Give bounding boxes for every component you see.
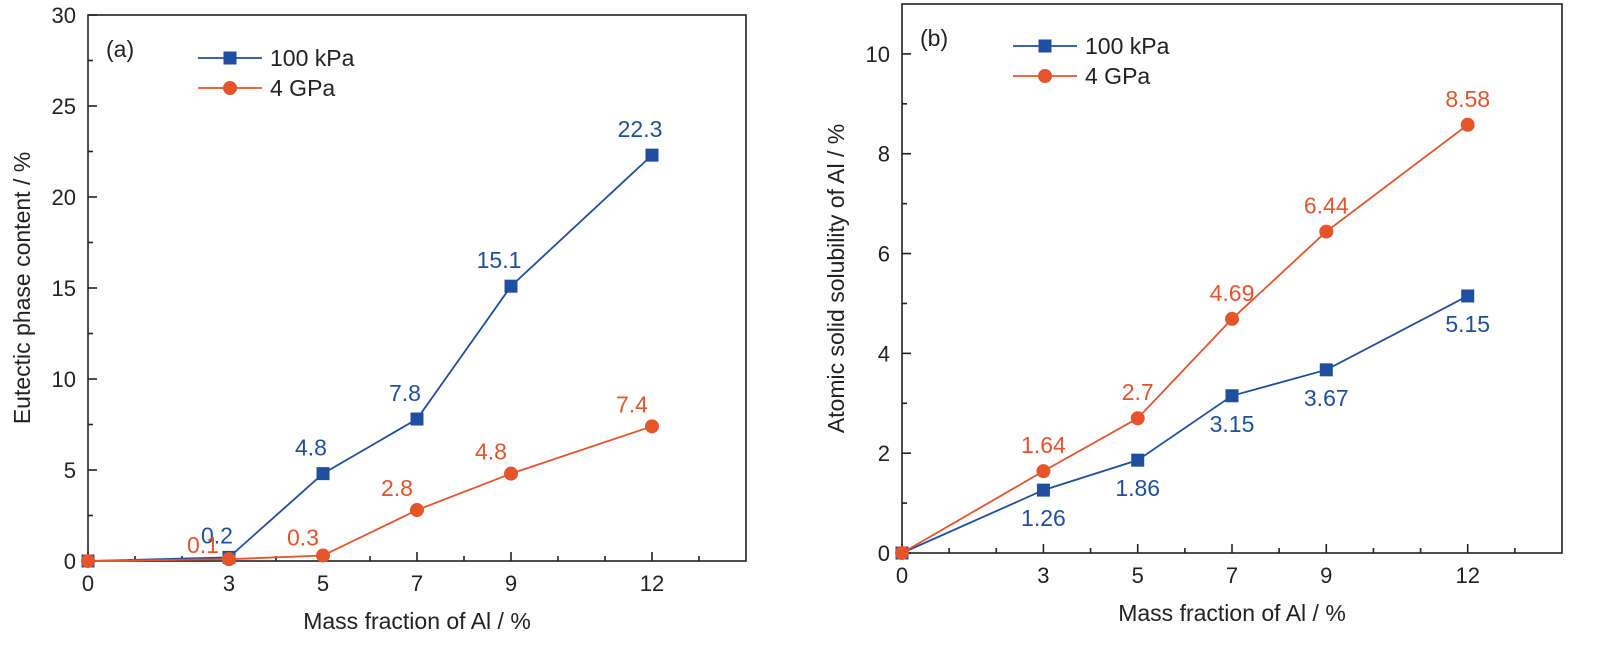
chart-panel-b: 0 3 5 7 9 12 0 2 4 6 8 10 Mass fraction of Al / % Ato… <box>823 3 1563 626</box>
data-point <box>1036 464 1051 479</box>
plot-frame <box>87 14 747 562</box>
data-label: 3.15 <box>1210 411 1255 437</box>
data-label: 6.44 <box>1304 193 1349 219</box>
y-tick-label: 8 <box>878 142 890 167</box>
y-tick-label: 4 <box>878 341 890 366</box>
chart-panel-a: 0 3 5 7 9 12 0 5 10 15 20 25 30 Mass fraction of Al /… <box>9 3 747 634</box>
y-tick-label: 15 <box>52 276 76 301</box>
x-tick-label: 9 <box>1320 563 1332 588</box>
data-label: 5.15 <box>1445 311 1490 337</box>
x-axis-title: Mass fraction of Al / % <box>1118 600 1346 626</box>
series-line <box>87 425 653 562</box>
x-tick-label: 0 <box>896 563 908 588</box>
y-tick-label: 20 <box>52 185 76 210</box>
data-label: 2.7 <box>1122 379 1154 405</box>
panel-label: (a) <box>106 36 134 62</box>
data-point <box>410 412 424 426</box>
y-tick-label: 0 <box>878 541 890 566</box>
legend-label: 4 GPa <box>1085 63 1150 89</box>
data-label: 1.26 <box>1021 505 1066 531</box>
x-tick-label: 0 <box>82 571 94 596</box>
data-label: 1.64 <box>1021 432 1066 458</box>
data-point <box>1130 411 1145 426</box>
data-label: 8.58 <box>1445 86 1490 112</box>
data-point <box>645 419 659 434</box>
data-point <box>1461 289 1475 303</box>
data-label: 0.1 <box>187 532 219 558</box>
data-point <box>1225 389 1239 403</box>
data-point <box>504 279 518 293</box>
data-point <box>316 467 330 481</box>
series-line <box>87 154 653 562</box>
data-label: 7.4 <box>616 391 648 417</box>
y-tick-label: 2 <box>878 441 890 466</box>
x-tick-label: 7 <box>411 571 423 596</box>
series-line <box>901 124 1469 554</box>
data-point <box>895 546 909 560</box>
x-tick-label: 12 <box>640 571 664 596</box>
data-label: 22.3 <box>618 116 663 142</box>
y-tick-label: 10 <box>866 42 890 67</box>
data-label: 4.8 <box>295 435 327 461</box>
x-tick-label: 5 <box>1132 563 1144 588</box>
data-point <box>645 148 659 162</box>
x-tick-label: 9 <box>505 571 517 596</box>
data-label: 7.8 <box>389 380 421 406</box>
series-line <box>901 295 1469 554</box>
x-tick-label: 7 <box>1226 563 1238 588</box>
x-tick-label: 3 <box>1037 563 1049 588</box>
x-tick-label: 5 <box>317 571 329 596</box>
panel-label: (b) <box>920 25 948 51</box>
data-point <box>81 554 95 568</box>
y-tick-label: 5 <box>64 458 76 483</box>
data-label: 2.8 <box>381 475 413 501</box>
x-tick-label: 3 <box>223 571 235 596</box>
data-label: 15.1 <box>477 247 522 273</box>
y-tick-label: 10 <box>52 367 76 392</box>
data-point <box>1460 117 1475 132</box>
data-point <box>1131 453 1145 467</box>
data-label: 4.8 <box>475 439 507 465</box>
y-axis-title: Atomic solid solubility of Al / % <box>823 124 849 433</box>
y-tick-label: 0 <box>64 549 76 574</box>
legend-label: 4 GPa <box>270 75 335 101</box>
x-axis-title: Mass fraction of Al / % <box>303 608 531 634</box>
data-point <box>1319 224 1334 239</box>
legend-label: 100 kPa <box>1085 33 1170 59</box>
data-label: 0.3 <box>287 525 319 551</box>
data-point <box>410 503 424 518</box>
x-tick-label: 12 <box>1455 563 1479 588</box>
data-label: 0.2 <box>201 522 233 548</box>
legend-marker <box>223 81 237 95</box>
data-label: 4.69 <box>1210 280 1255 306</box>
legend-marker <box>1038 39 1052 53</box>
data-point <box>1319 363 1333 377</box>
data-point <box>316 548 330 563</box>
legend-label: 100 kPa <box>270 45 355 71</box>
y-tick-label: 25 <box>52 94 76 119</box>
legend-marker <box>223 51 237 65</box>
data-point <box>504 466 518 481</box>
data-point <box>222 552 236 567</box>
legend-marker <box>1038 69 1052 83</box>
data-label: 3.67 <box>1304 385 1349 411</box>
data-label: 1.86 <box>1115 475 1160 501</box>
y-tick-label: 6 <box>878 242 890 267</box>
y-tick-label: 30 <box>52 3 76 28</box>
data-point <box>1225 311 1239 326</box>
data-point <box>1036 483 1050 497</box>
y-axis-title: Eutectic phase content / % <box>9 152 35 424</box>
